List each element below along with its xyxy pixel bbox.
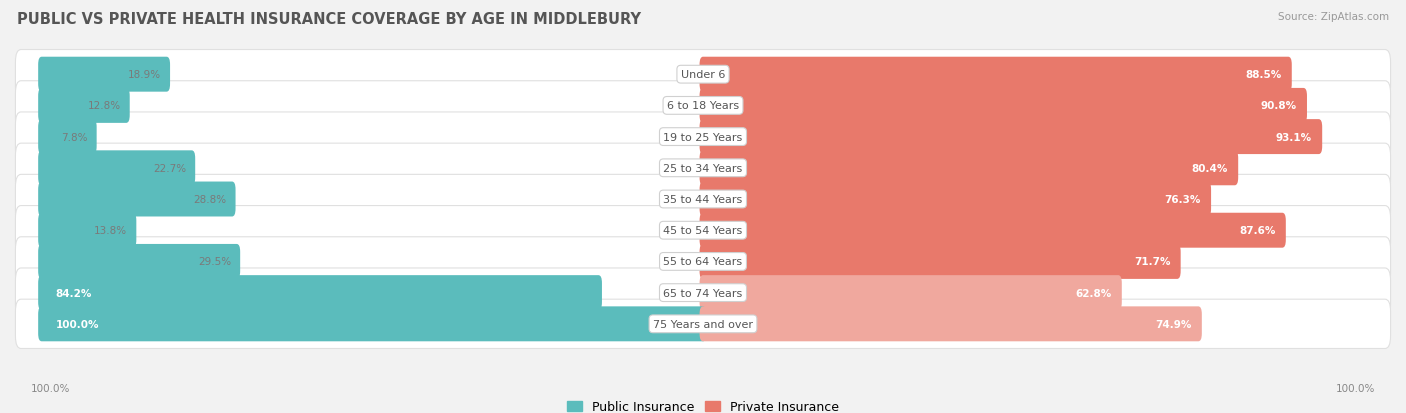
Text: 80.4%: 80.4%: [1191, 164, 1227, 173]
FancyBboxPatch shape: [15, 268, 1391, 318]
Text: 84.2%: 84.2%: [55, 288, 91, 298]
FancyBboxPatch shape: [38, 306, 706, 342]
FancyBboxPatch shape: [38, 57, 170, 93]
FancyBboxPatch shape: [15, 299, 1391, 349]
Text: 35 to 44 Years: 35 to 44 Years: [664, 195, 742, 204]
FancyBboxPatch shape: [700, 57, 1292, 93]
Text: 65 to 74 Years: 65 to 74 Years: [664, 288, 742, 298]
FancyBboxPatch shape: [38, 213, 136, 248]
Text: 28.8%: 28.8%: [194, 195, 226, 204]
Text: 6 to 18 Years: 6 to 18 Years: [666, 101, 740, 111]
Text: 13.8%: 13.8%: [94, 225, 128, 236]
Text: Source: ZipAtlas.com: Source: ZipAtlas.com: [1278, 12, 1389, 22]
FancyBboxPatch shape: [15, 175, 1391, 224]
FancyBboxPatch shape: [15, 81, 1391, 131]
Text: 29.5%: 29.5%: [198, 257, 231, 267]
Text: 76.3%: 76.3%: [1164, 195, 1201, 204]
FancyBboxPatch shape: [38, 120, 97, 155]
Text: PUBLIC VS PRIVATE HEALTH INSURANCE COVERAGE BY AGE IN MIDDLEBURY: PUBLIC VS PRIVATE HEALTH INSURANCE COVER…: [17, 12, 641, 27]
FancyBboxPatch shape: [700, 182, 1211, 217]
Text: 87.6%: 87.6%: [1239, 225, 1275, 236]
Text: 93.1%: 93.1%: [1275, 132, 1312, 142]
Text: 55 to 64 Years: 55 to 64 Years: [664, 257, 742, 267]
Text: 22.7%: 22.7%: [153, 164, 186, 173]
FancyBboxPatch shape: [700, 120, 1322, 155]
FancyBboxPatch shape: [700, 306, 1202, 342]
Text: 100.0%: 100.0%: [31, 383, 70, 393]
Legend: Public Insurance, Private Insurance: Public Insurance, Private Insurance: [564, 396, 842, 413]
FancyBboxPatch shape: [700, 213, 1286, 248]
FancyBboxPatch shape: [15, 50, 1391, 100]
Text: 12.8%: 12.8%: [87, 101, 121, 111]
FancyBboxPatch shape: [15, 144, 1391, 193]
FancyBboxPatch shape: [15, 206, 1391, 255]
FancyBboxPatch shape: [700, 275, 1122, 310]
Text: 18.9%: 18.9%: [128, 70, 162, 80]
FancyBboxPatch shape: [15, 113, 1391, 162]
FancyBboxPatch shape: [700, 244, 1181, 279]
Text: 90.8%: 90.8%: [1261, 101, 1296, 111]
FancyBboxPatch shape: [38, 89, 129, 123]
FancyBboxPatch shape: [38, 275, 602, 310]
Text: Under 6: Under 6: [681, 70, 725, 80]
Text: 25 to 34 Years: 25 to 34 Years: [664, 164, 742, 173]
FancyBboxPatch shape: [700, 89, 1308, 123]
Text: 88.5%: 88.5%: [1246, 70, 1281, 80]
FancyBboxPatch shape: [15, 237, 1391, 286]
FancyBboxPatch shape: [38, 244, 240, 279]
Text: 100.0%: 100.0%: [55, 319, 98, 329]
Text: 19 to 25 Years: 19 to 25 Years: [664, 132, 742, 142]
Text: 74.9%: 74.9%: [1156, 319, 1191, 329]
FancyBboxPatch shape: [38, 151, 195, 186]
Text: 7.8%: 7.8%: [62, 132, 87, 142]
Text: 45 to 54 Years: 45 to 54 Years: [664, 225, 742, 236]
FancyBboxPatch shape: [38, 182, 236, 217]
Text: 75 Years and over: 75 Years and over: [652, 319, 754, 329]
FancyBboxPatch shape: [700, 151, 1239, 186]
Text: 62.8%: 62.8%: [1076, 288, 1112, 298]
Text: 71.7%: 71.7%: [1133, 257, 1170, 267]
Text: 100.0%: 100.0%: [1336, 383, 1375, 393]
